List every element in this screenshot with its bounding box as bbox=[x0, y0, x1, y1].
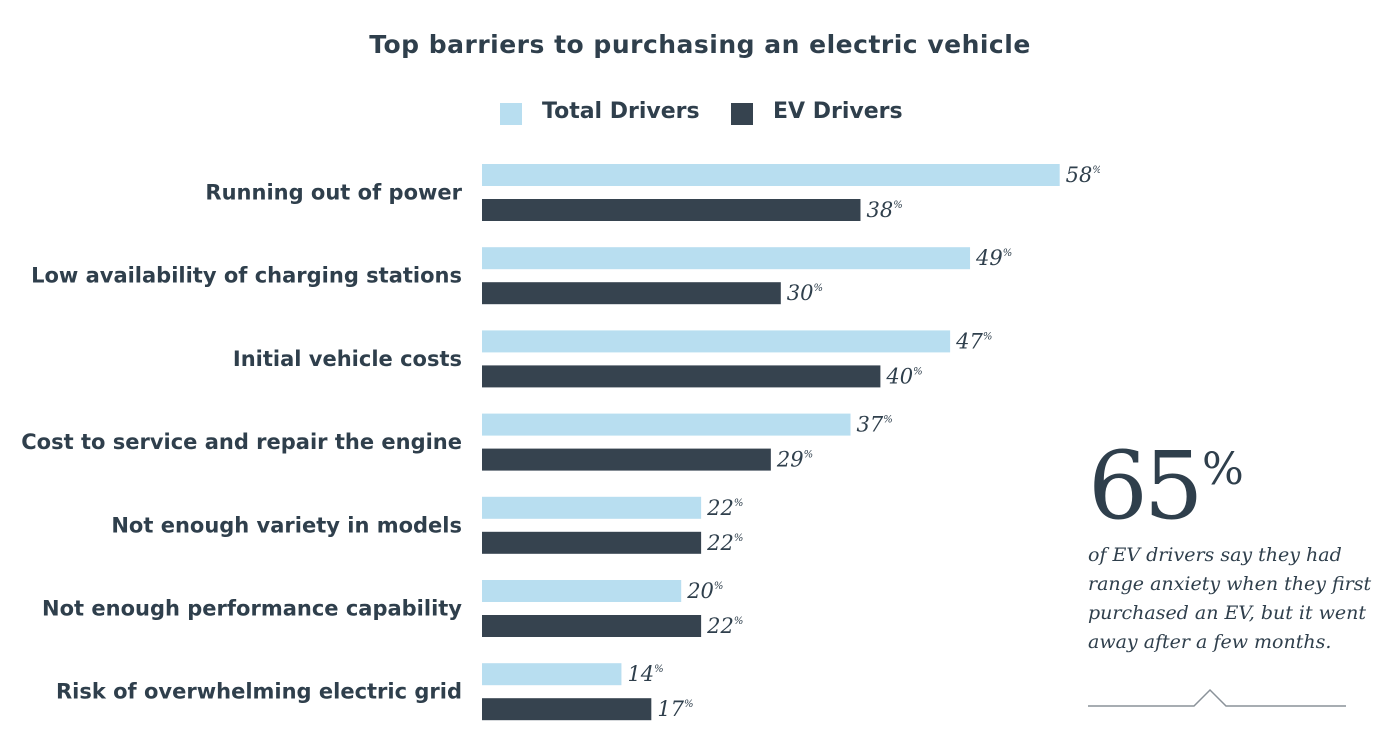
data-label: 47% bbox=[955, 329, 992, 353]
data-label: 40% bbox=[885, 364, 922, 388]
bar-total-drivers bbox=[482, 413, 851, 436]
bar-total-drivers bbox=[482, 663, 622, 686]
data-label: 30% bbox=[787, 281, 823, 305]
data-label: 49% bbox=[975, 246, 1012, 270]
category-label: Not enough variety in models bbox=[111, 513, 462, 537]
callout-divider bbox=[1088, 688, 1346, 707]
data-label: 37% bbox=[857, 413, 893, 437]
bar-ev-drivers bbox=[482, 615, 702, 637]
data-label: 17% bbox=[657, 697, 693, 721]
bar-total-drivers bbox=[482, 247, 971, 270]
bar-ev-drivers bbox=[482, 282, 781, 305]
category-label: Initial vehicle costs bbox=[233, 347, 462, 371]
data-label: 22% bbox=[706, 531, 743, 555]
category-label: Cost to service and repair the engine bbox=[21, 430, 462, 454]
data-label: 58% bbox=[1066, 163, 1100, 187]
legend-swatch-ev-drivers bbox=[731, 103, 753, 125]
category-label: Risk of overwhelming electric grid bbox=[56, 680, 462, 704]
bar-ev-drivers bbox=[482, 698, 652, 721]
data-label: 22% bbox=[706, 496, 743, 520]
data-label: 20% bbox=[686, 579, 723, 603]
data-label: 22% bbox=[706, 614, 743, 638]
bar-ev-drivers bbox=[482, 199, 861, 221]
legend: Total Drivers EV Drivers bbox=[0, 97, 1400, 131]
bar-ev-drivers bbox=[482, 531, 702, 554]
bar-total-drivers bbox=[482, 164, 1060, 186]
bar-total-drivers bbox=[482, 330, 951, 353]
category-label: Low availability of charging stations bbox=[31, 264, 462, 288]
data-label: 38% bbox=[866, 198, 902, 222]
legend-swatch-total-drivers bbox=[500, 103, 522, 125]
chart-title: Top barriers to purchasing an electric v… bbox=[369, 30, 1031, 59]
bar-chart-plot: Running out of power 58% 38% Low availabili… bbox=[21, 163, 1100, 721]
callout-text: of EV drivers say they had range anxiety… bbox=[1088, 544, 1372, 653]
bar-ev-drivers bbox=[482, 365, 881, 388]
category-label: Not enough performance capability bbox=[42, 597, 462, 621]
bar-ev-drivers bbox=[482, 448, 771, 471]
data-label: 14% bbox=[627, 662, 663, 686]
category-label: Running out of power bbox=[205, 181, 462, 205]
legend-label-total-drivers: Total Drivers bbox=[542, 99, 700, 124]
bar-total-drivers bbox=[482, 496, 702, 519]
bar-total-drivers bbox=[482, 580, 682, 602]
callout-statistic: 65 bbox=[1088, 432, 1204, 541]
data-label: 29% bbox=[776, 448, 813, 472]
callout-percent-sign: % bbox=[1202, 444, 1244, 495]
legend-label-ev-drivers: EV Drivers bbox=[773, 99, 903, 124]
